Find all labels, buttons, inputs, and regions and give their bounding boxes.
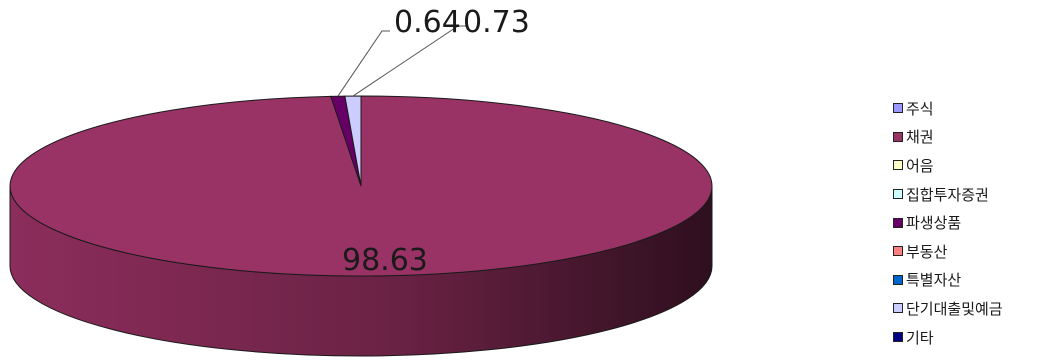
legend-swatch xyxy=(893,303,903,314)
data-label-slice-7: 0.73 xyxy=(463,5,530,40)
legend-label: 기타 xyxy=(906,328,934,347)
legend-label: 특별자산 xyxy=(906,271,962,290)
legend-label: 단기대출및예금 xyxy=(906,299,1003,318)
pie-slice-7 xyxy=(344,95,362,187)
legend-item: 어음 xyxy=(893,151,1003,180)
data-label-slice-4: 0.64 xyxy=(394,5,461,40)
legend-label: 주식 xyxy=(906,99,934,118)
legend-swatch xyxy=(893,189,903,200)
legend-label: 파생상품 xyxy=(906,214,962,233)
legend-item: 특별자산 xyxy=(893,266,1003,295)
legend-item: 단기대출및예금 xyxy=(893,294,1003,323)
legend-label: 어음 xyxy=(906,156,934,175)
legend-swatch xyxy=(893,217,903,228)
leader-line-slice-7 xyxy=(352,25,466,97)
leader-lines xyxy=(337,25,466,97)
legend-swatch xyxy=(893,274,903,285)
legend-item: 부동산 xyxy=(893,237,1003,266)
legend-swatch xyxy=(893,160,903,171)
legend-swatch xyxy=(893,246,903,257)
legend-item: 집합투자증권 xyxy=(893,180,1003,209)
legend-label: 부동산 xyxy=(906,242,948,261)
legend-item: 파생상품 xyxy=(893,208,1003,237)
pie-top-face xyxy=(9,95,713,277)
legend-swatch xyxy=(893,103,903,114)
legend-swatch xyxy=(893,332,903,343)
legend-item: 채권 xyxy=(893,123,1003,152)
legend-item: 기타 xyxy=(893,323,1003,352)
leader-line-slice-4 xyxy=(337,30,390,97)
legend-label: 채권 xyxy=(906,128,934,147)
data-label-slice-1: 98.63 xyxy=(342,243,428,278)
legend-label: 집합투자증권 xyxy=(906,185,989,204)
legend-swatch xyxy=(893,131,903,142)
legend-item: 주식 xyxy=(893,94,1003,123)
data-labels: 98.63 0.64 0.73 xyxy=(342,5,530,278)
